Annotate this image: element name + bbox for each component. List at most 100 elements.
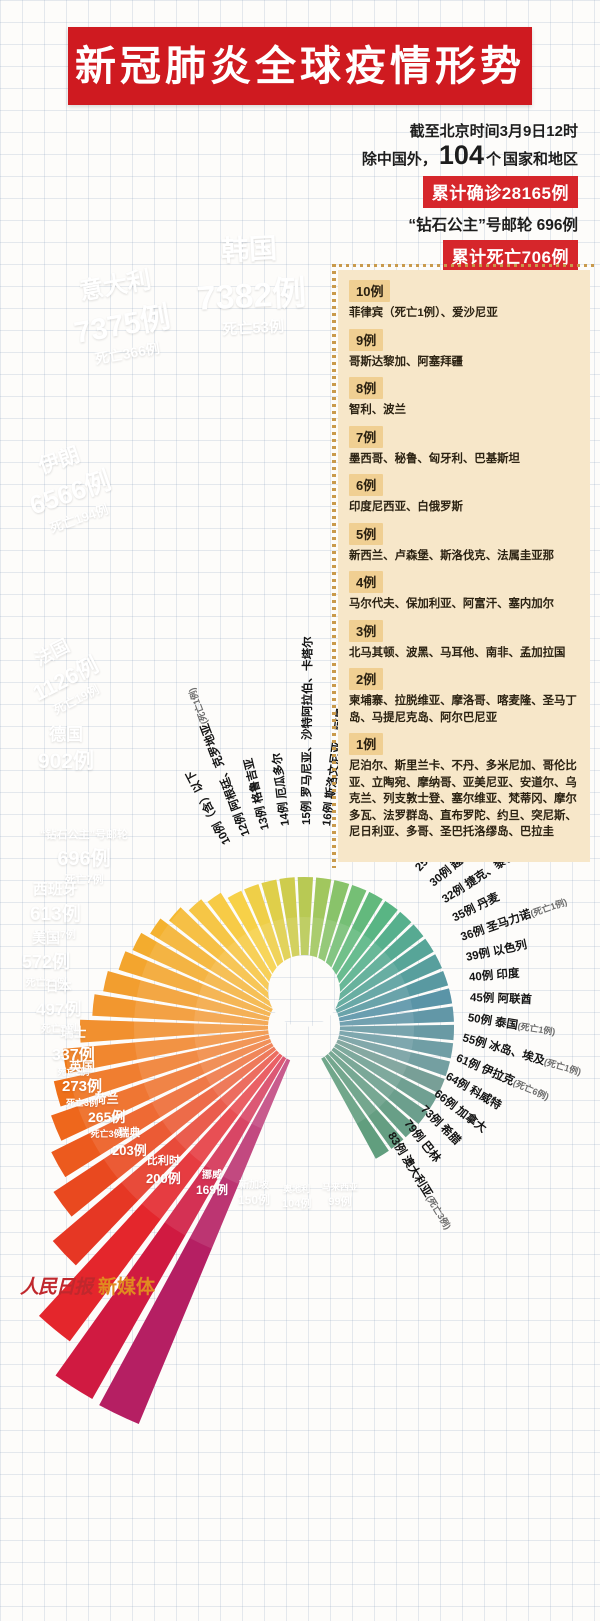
fan-wedge — [207, 892, 286, 999]
fan-wedge — [134, 1021, 269, 1039]
petal-country-name: 挪威 — [202, 1170, 223, 1181]
fan-wedge — [62, 1030, 269, 1074]
page-title-banner: 新冠肺炎全球疫情形势 — [68, 27, 532, 105]
fan-wedge — [339, 1006, 454, 1026]
segment-country-name: 罗马尼亚、沙特阿拉伯、卡塔尔 — [300, 636, 315, 801]
fan-wedge — [162, 1046, 277, 1135]
petal-death-count: 死亡2例 — [57, 1067, 90, 1077]
country-names: 马尔代夫、保加利亚、阿富汗、塞内加尔 — [349, 598, 555, 611]
count-badge: 5例 — [349, 522, 384, 545]
fan-wedge — [69, 1034, 270, 1102]
fan-wedge — [338, 1035, 450, 1077]
fan-wedge — [336, 1039, 408, 1076]
fan-wedge — [80, 1019, 269, 1043]
fan-wedge — [339, 1030, 454, 1059]
fan-svg — [38, 877, 454, 1424]
fan-wedge — [323, 900, 398, 999]
fan-wedge — [321, 1056, 389, 1159]
fan-wedge — [92, 994, 269, 1026]
fan-wedge — [51, 1042, 274, 1178]
petal-case-count: 200例 — [146, 1171, 181, 1186]
fan-wedge — [207, 892, 286, 999]
country-names: 墨西哥、秘鲁、匈牙利、巴基斯坦 — [349, 452, 520, 465]
count-badge: 1例 — [349, 733, 384, 756]
fan-wedge — [333, 938, 434, 1009]
fan-wedge — [53, 1046, 277, 1217]
petal-label: 新加坡 150例 — [238, 1176, 270, 1208]
fan-wedge — [150, 918, 276, 1009]
fan-wedge — [217, 950, 279, 1005]
country-names: 哥斯达黎加、阿塞拜疆 — [349, 355, 463, 368]
petal-country-name: 韩国 — [220, 232, 278, 267]
page-title: 新冠肺炎全球疫情形势 — [75, 42, 525, 89]
fan-center-hub — [268, 955, 340, 1027]
country-count-suffix: 国家和地区 — [502, 151, 578, 169]
petal-case-count: 99例 — [328, 1196, 352, 1208]
segment-label: 45例 阿联酋 — [470, 989, 533, 1007]
fan-wedge — [338, 998, 413, 1022]
fan-wedge — [205, 1056, 287, 1175]
petal-case-count: 572例 — [22, 952, 71, 972]
fan-wedge — [168, 907, 279, 1005]
publisher-logo: 人民日报 新媒体 — [20, 1272, 155, 1299]
count-group: 3例 北马其顿、波黑、马耳他、南非、孟加拉国 — [349, 619, 579, 662]
petal-death-count: 死亡7例 — [64, 874, 104, 886]
fan-wedge — [188, 899, 282, 1002]
fan-wedge — [337, 970, 449, 1018]
country-names: 菲律宾（死亡1例）、爱沙尼亚 — [349, 307, 498, 319]
fan-wedge — [324, 1053, 377, 1117]
fan-wedge — [151, 1042, 274, 1118]
fan-wedge — [338, 1035, 412, 1064]
petal-label: 挪威 169例 — [196, 1166, 228, 1198]
country-names: 尼泊尔、斯里兰卡、不丹、多米尼加、哥伦比亚、立陶宛、摩纳哥、亚美尼亚、安道尔、乌… — [349, 760, 577, 839]
petal-label: 西班牙 613例 死亡17例 — [30, 878, 81, 941]
fan-wedge — [150, 918, 276, 1009]
fan-wedge — [323, 900, 398, 999]
fan-wedge — [121, 1050, 280, 1201]
publisher-sub: 新媒体 — [98, 1277, 156, 1298]
cruise-cases-line: “钻石公主”号邮轮 696例 — [408, 216, 578, 234]
fan-wedge — [333, 962, 400, 1009]
fan-wedge — [188, 899, 282, 1002]
fan-wedge — [327, 942, 383, 1002]
petal-label: 瑞士 337例 死亡2例 — [52, 1022, 95, 1078]
fan-wedge — [132, 932, 273, 1013]
count-badge: 6例 — [349, 474, 384, 497]
fan-wedge — [319, 891, 383, 997]
count-group: 1例尼泊尔、斯里兰卡、不丹、多米尼加、哥伦比亚、立陶宛、摩纳哥、亚美尼亚、安道尔… — [349, 733, 579, 841]
fan-wedge — [321, 1056, 389, 1159]
except-china-label: 除中国外， — [361, 151, 437, 169]
fan-wedge — [207, 892, 286, 999]
fan-wedge — [321, 1056, 389, 1159]
count-group: 7例 墨西哥、秘鲁、匈牙利、巴基斯坦 — [349, 425, 579, 468]
fan-wedge — [92, 994, 269, 1026]
petal-case-count: 203例 — [112, 1143, 147, 1158]
petal-country-name: 英国 — [69, 1059, 96, 1074]
fan-wedge — [223, 1058, 291, 1184]
fan-wedge — [319, 891, 383, 997]
fan-wedge — [64, 1030, 269, 1073]
fan-wedge — [335, 973, 406, 1013]
fan-wedge — [333, 938, 434, 1009]
fan-wedge — [194, 1023, 269, 1035]
radial-fan-chart — [0, 561, 600, 1621]
fan-wedge — [174, 1050, 280, 1150]
fan-wedge — [337, 970, 449, 1018]
country-count-row: 除中国外， 104 个 国家和地区 — [248, 142, 578, 170]
fan-wedge — [330, 951, 392, 1006]
petal-country-name: 德国 — [49, 725, 84, 744]
fan-wedge — [189, 1058, 291, 1249]
fan-wedge — [194, 1030, 269, 1049]
petal-case-count: 265例 — [88, 1109, 126, 1125]
fan-wedge — [198, 984, 271, 1017]
fan-wedge — [334, 1043, 438, 1110]
petal-case-count: 613例 — [30, 904, 81, 925]
fan-wedge — [336, 1039, 445, 1094]
fan-wedge — [330, 924, 424, 1006]
petal-case-count: 497例 — [36, 1000, 82, 1019]
header-stats: 截至北京时间3月9日12时 除中国外， 104 个 国家和地区 累计确诊2816… — [248, 122, 578, 272]
count-group: 5例 新西兰、卢森堡、斯洛伐克、法属圭亚那 — [349, 522, 579, 565]
fan-wedge — [137, 1034, 270, 1080]
petal-country-name: 瑞典 — [118, 1127, 141, 1139]
fan-wedge — [158, 924, 276, 1009]
